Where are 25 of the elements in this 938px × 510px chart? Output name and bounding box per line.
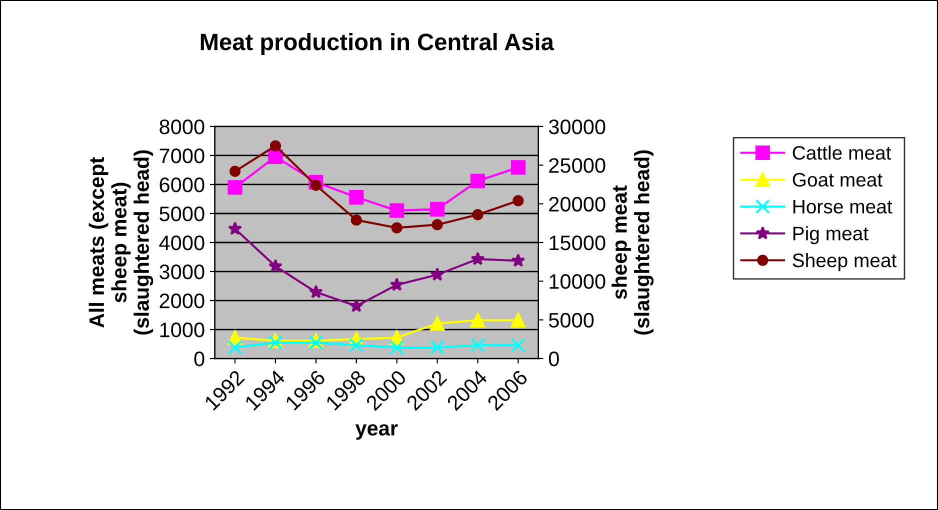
y-tick-label: 3000 (160, 264, 204, 280)
y-tick-label: 2000 (160, 294, 204, 308)
y-tick-label: 4000 (159, 236, 204, 250)
legend-label: Goat meat (792, 172, 882, 187)
y2-tick-label: 30000 (548, 119, 606, 134)
y-tick-label: 6000 (160, 177, 204, 192)
legend-label: Horse meat (793, 200, 892, 214)
y2-tick-label: 20000 (549, 196, 606, 212)
y-tick-label: 7000 (160, 148, 204, 164)
y2-tick-label: 25000 (549, 158, 606, 173)
x-axis-title: year (355, 424, 398, 440)
y-tick-label: 8000 (160, 119, 204, 134)
y-tick-label: 0 (194, 352, 204, 366)
y2-tick-label: 10000 (550, 274, 606, 289)
y2-tick-label: 5000 (548, 312, 594, 328)
y2-axis-title: sheep meat (slaughtered head) (612, 150, 654, 335)
chart-title: Meat production in Central Asia (200, 32, 554, 55)
legend-label: Sheep meat (792, 252, 897, 272)
y2-tick-label: 15000 (550, 236, 606, 250)
y-tick-label: 1000 (160, 322, 204, 338)
y-tick-label: 5000 (160, 206, 204, 222)
legend-label: Pig meat (793, 226, 868, 244)
y2-tick-label: 0 (548, 352, 559, 366)
legend-label: Cattle meat (792, 145, 892, 160)
y-axis-title: All meats (except sheep meat) (slaughtered head) (88, 150, 154, 335)
